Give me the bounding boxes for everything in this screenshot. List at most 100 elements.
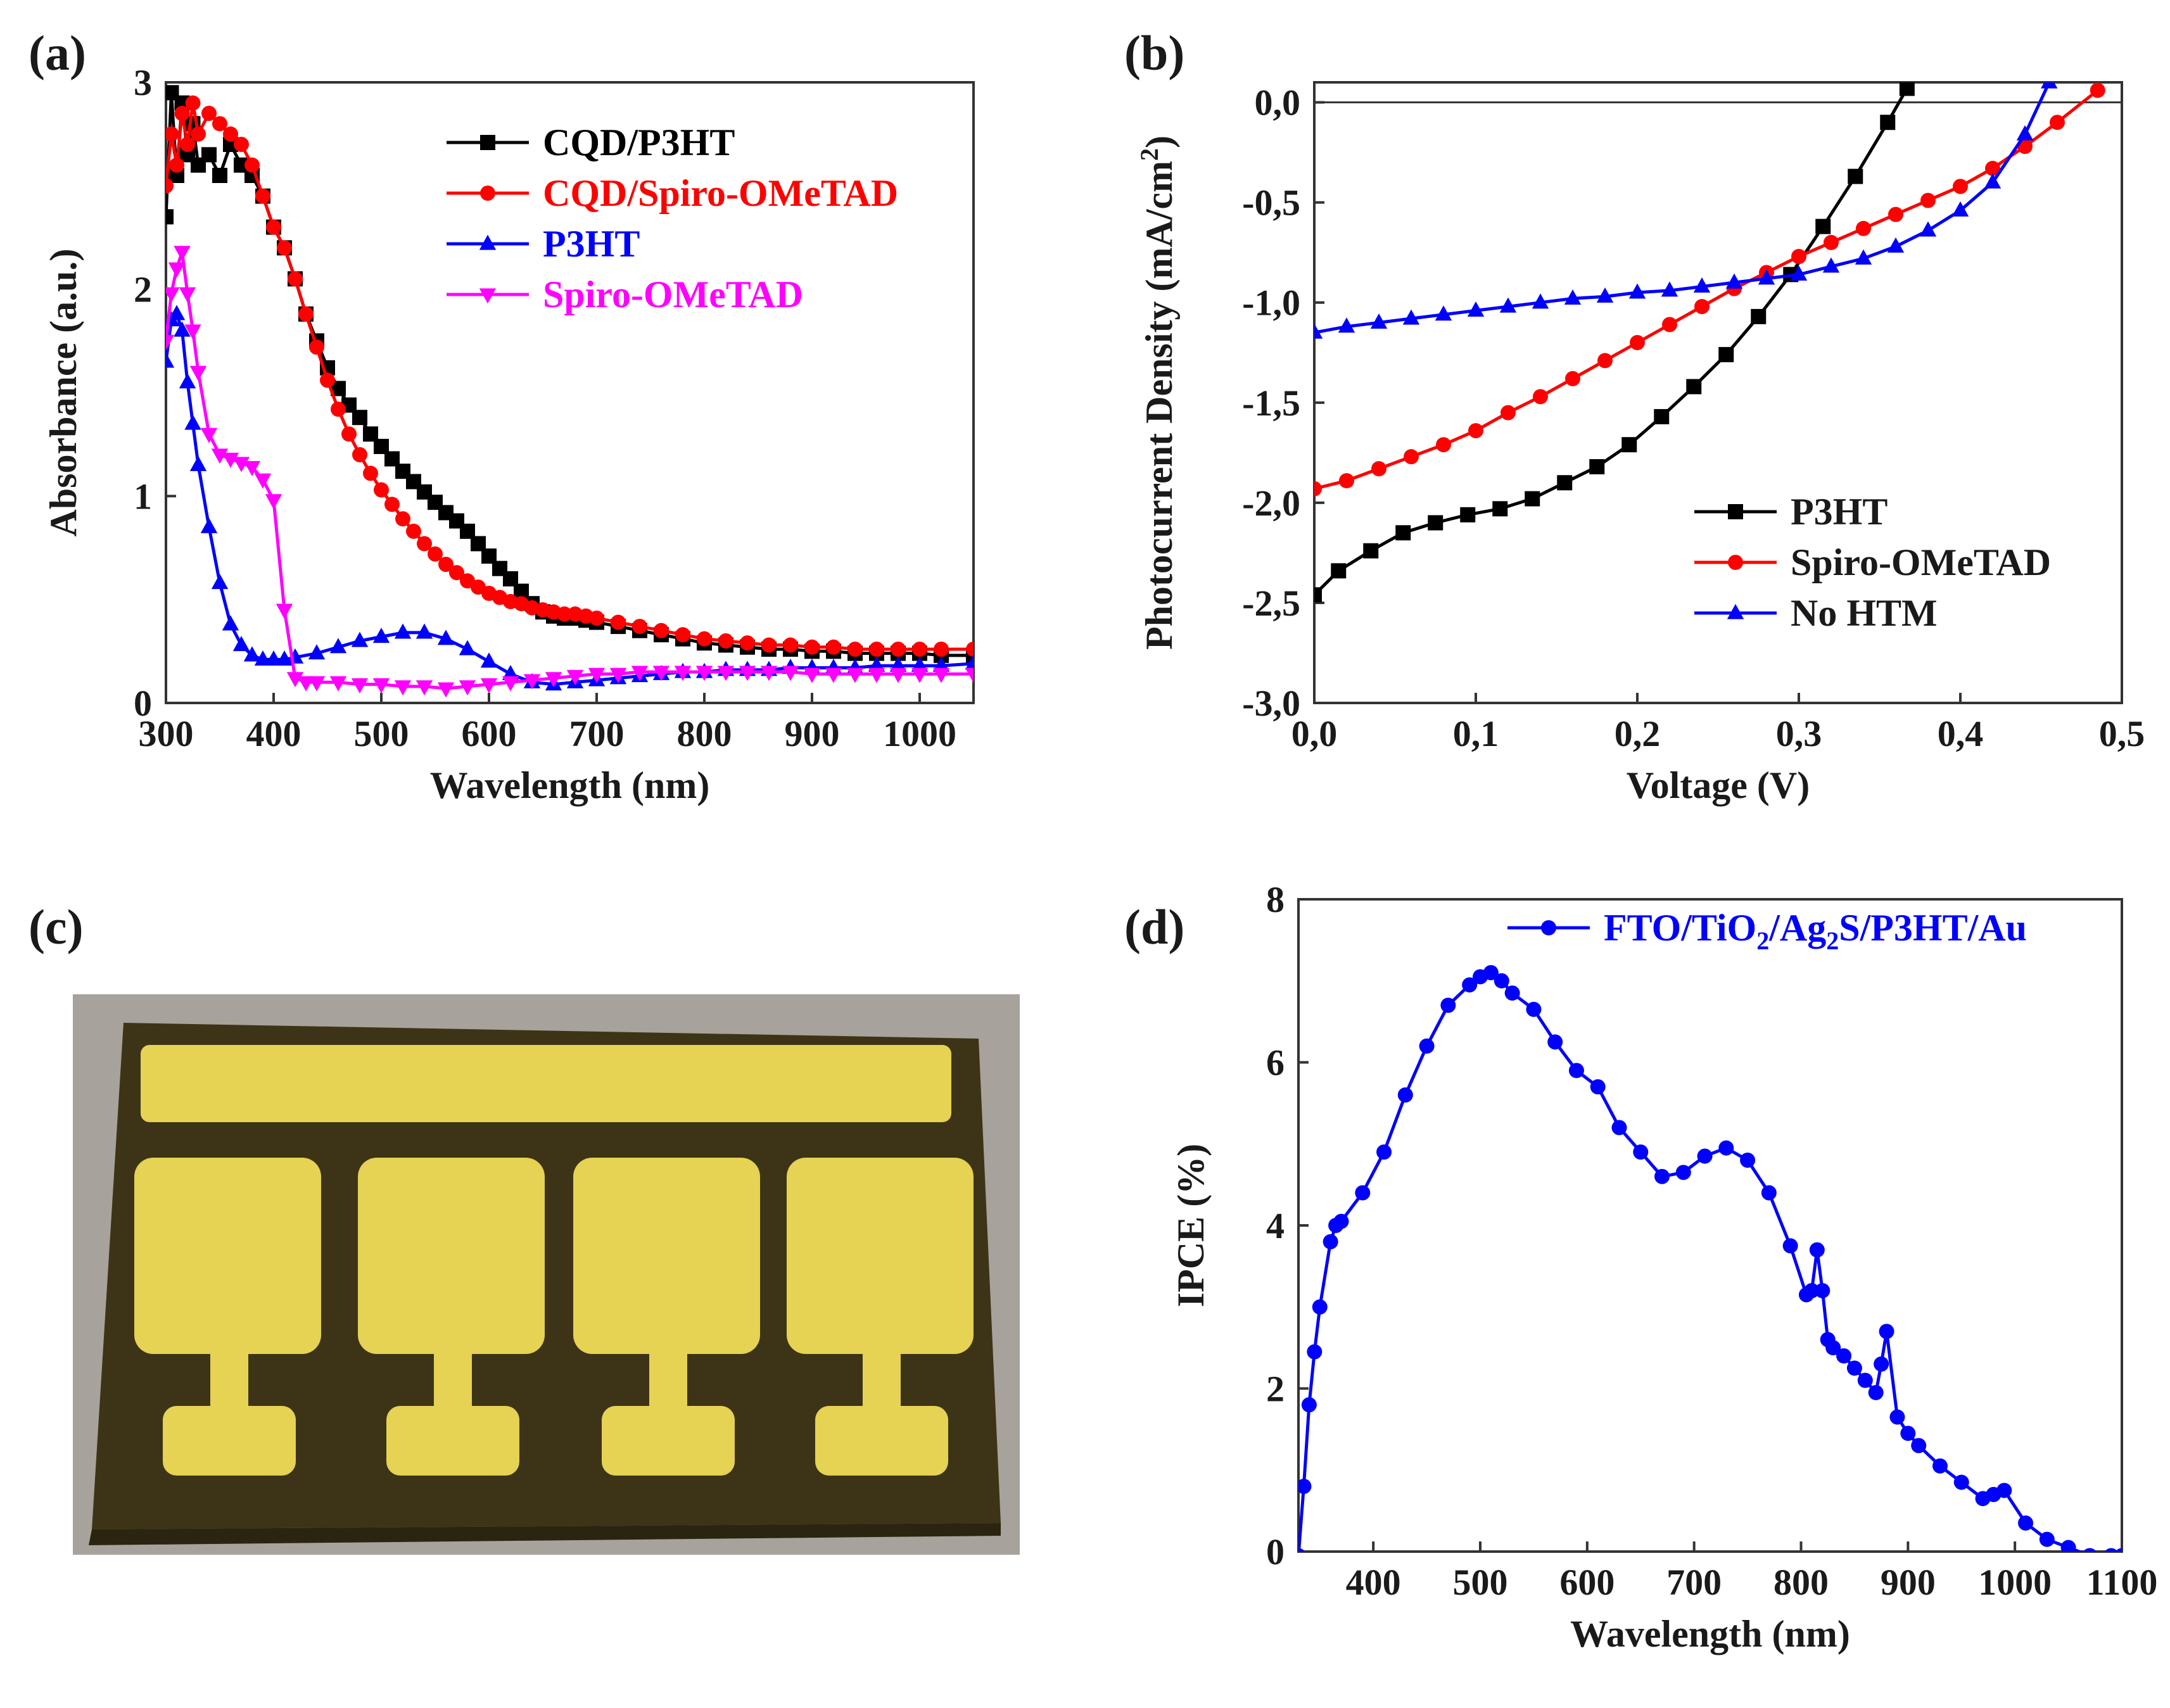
data-point-no-htm — [1314, 323, 1323, 339]
data-point-no-htm — [1725, 273, 1743, 289]
data-point-spiro-ometad — [480, 678, 498, 693]
legend-label-p3ht: P3HT — [1791, 491, 1888, 533]
data-point-no-htm — [1984, 173, 2002, 189]
data-point-no-htm — [2041, 82, 2058, 89]
data-point-fto-tio2-ag2s-p3ht-au — [1298, 1479, 1312, 1494]
x-tick-label: 400 — [1346, 1562, 1401, 1603]
y-axis-title: Photocurrent Density (mA/cm2) — [1135, 136, 1180, 650]
data-point-fto-tio2-ag2s-p3ht-au — [1809, 1242, 1825, 1258]
plot-frame — [1313, 81, 2123, 704]
data-point-spiro-ometad — [502, 676, 519, 692]
data-point-spiro-ometad — [652, 666, 670, 681]
data-point-p3ht — [437, 629, 455, 645]
data-point-p3ht — [459, 640, 476, 655]
data-point-spiro-ometad — [168, 262, 186, 278]
y-tick-label: 2 — [1266, 1369, 1285, 1410]
legend-label-cqd-p3ht: CQD/P3HT — [543, 122, 735, 163]
data-point-cqd-spiro-ometad — [309, 339, 324, 355]
data-point-spiro-ometad — [695, 666, 713, 681]
data-point-fto-tio2-ag2s-p3ht-au — [2115, 1548, 2122, 1552]
data-point-no-htm — [1661, 281, 1678, 297]
y-tick-label: 6 — [1266, 1042, 1285, 1084]
data-point-p3ht — [394, 623, 412, 639]
data-point-cqd-spiro-ometad — [869, 642, 884, 657]
legend-label-p3ht: P3HT — [543, 223, 640, 265]
data-point-cqd-spiro-ometad — [180, 137, 195, 152]
data-point-cqd-spiro-ometad — [374, 482, 389, 498]
data-point-spiro-ometad — [308, 676, 326, 692]
data-point-fto-tio2-ag2s-p3ht-au — [1611, 1120, 1627, 1136]
data-point-p3ht — [1314, 587, 1322, 603]
data-point-spiro-ometad — [166, 287, 180, 303]
data-point-cqd-spiro-ometad — [191, 126, 206, 142]
data-point-fto-tio2-ag2s-p3ht-au — [1307, 1344, 1323, 1360]
data-point-no-htm — [1532, 293, 1549, 309]
data-point-fto-tio2-ag2s-p3ht-au — [1782, 1238, 1798, 1254]
data-point-p3ht — [965, 654, 974, 670]
data-point-p3ht — [174, 321, 191, 337]
panel-label-b: (b) — [1124, 25, 1184, 80]
data-point-spiro-ometad — [889, 667, 907, 683]
data-point-spiro-ometad — [588, 667, 606, 683]
data-point-fto-tio2-ag2s-p3ht-au — [1697, 1148, 1713, 1164]
data-point-fto-tio2-ag2s-p3ht-au — [1874, 1356, 1889, 1372]
data-point-fto-tio2-ag2s-p3ht-au — [1633, 1144, 1649, 1160]
data-point-p3ht — [1654, 408, 1670, 424]
data-point-fto-tio2-ag2s-p3ht-au — [1868, 1384, 1884, 1400]
legend-label-no-htm: No HTM — [1791, 592, 1938, 634]
data-point-spiro-ometad — [631, 666, 649, 681]
y-tick-label: -2,0 — [1242, 483, 1300, 524]
y-tick-label: -0,5 — [1242, 182, 1300, 224]
data-point-fto-tio2-ag2s-p3ht-au — [2060, 1540, 2076, 1552]
data-point-no-htm — [2016, 125, 2034, 141]
data-point-cqd-spiro-ometad — [934, 642, 949, 657]
x-tick-label: 600 — [462, 713, 517, 754]
gold-pixel-contact — [815, 1406, 948, 1476]
data-point-p3ht — [166, 352, 175, 368]
x-tick-label: 600 — [1559, 1562, 1615, 1603]
data-point-spiro-ometad — [351, 678, 369, 693]
data-point-spiro-ometad — [1662, 317, 1677, 332]
data-point-p3ht — [1428, 515, 1443, 531]
legend-label-fto-tio2-ag2s-p3ht-au: FTO/TiO2/Ag2S/P3HT/Au — [1604, 907, 2027, 955]
data-point-p3ht — [222, 615, 239, 631]
data-point-spiro-ometad — [868, 667, 885, 683]
data-point-spiro-ometad — [1371, 461, 1386, 477]
data-point-no-htm — [1822, 257, 1840, 273]
data-point-cqd-spiro-ometad — [654, 623, 669, 638]
data-point-p3ht — [329, 638, 347, 654]
x-tick-label: 900 — [1881, 1562, 1936, 1603]
data-point-fto-tio2-ag2s-p3ht-au — [1355, 1185, 1371, 1201]
data-point-spiro-ometad — [1888, 206, 1903, 222]
legend-marker-spiro-ometad — [1728, 555, 1743, 570]
data-point-cqd-spiro-ometad — [266, 219, 281, 235]
gold-pixel-neck — [210, 1349, 248, 1412]
data-point-cqd-spiro-ometad — [244, 157, 260, 173]
data-point-spiro-ometad — [803, 667, 821, 683]
data-point-cqd-spiro-ometad — [341, 426, 357, 442]
data-point-fto-tio2-ag2s-p3ht-au — [1846, 1360, 1862, 1376]
data-point-spiro-ometad — [1856, 220, 1871, 236]
data-point-p3ht — [480, 652, 498, 668]
data-point-fto-tio2-ag2s-p3ht-au — [1836, 1348, 1852, 1363]
y-axis-title: IPCE (%) — [1170, 1144, 1212, 1307]
data-point-fto-tio2-ag2s-p3ht-au — [1504, 985, 1520, 1001]
data-point-cqd-spiro-ometad — [288, 271, 303, 287]
y-tick-label: 3 — [134, 62, 152, 103]
gold-pixel-contact — [602, 1406, 735, 1476]
data-point-cqd-p3ht — [352, 410, 367, 426]
data-point-no-htm — [1499, 297, 1517, 313]
x-axis-title: Wavelength (nm) — [430, 764, 710, 806]
data-point-no-htm — [1435, 305, 1452, 321]
data-point-spiro-ometad — [265, 494, 282, 510]
data-point-p3ht — [1751, 308, 1767, 324]
data-point-p3ht — [1525, 491, 1540, 507]
data-point-spiro-ometad — [179, 287, 196, 303]
series-line-no-htm — [1314, 82, 2051, 334]
data-point-spiro-ometad — [911, 667, 929, 683]
chart-b-jv-curve: 0,0 0,1 0,2 0,3 0,4 0,5 0,0 -0,5 -1,0 -1,5 -2,0 -2,… — [1135, 81, 2145, 806]
x-tick-label: 300 — [139, 713, 194, 754]
data-point-spiro-ometad — [243, 461, 261, 476]
y-tick-label: -1,0 — [1242, 282, 1300, 324]
